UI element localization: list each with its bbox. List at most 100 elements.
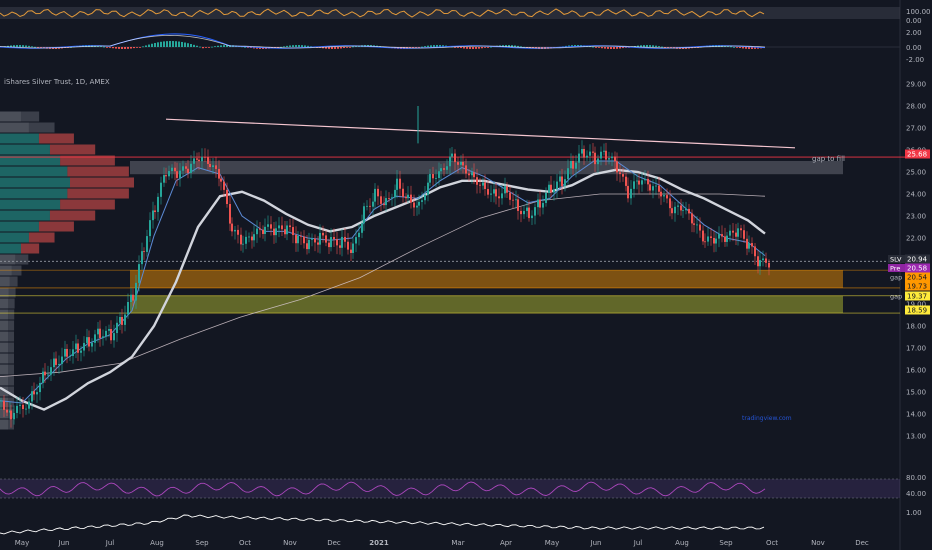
volume-profile-down bbox=[28, 122, 55, 133]
macd-bar bbox=[337, 47, 339, 49]
macd-bar bbox=[13, 45, 15, 47]
candle-body bbox=[366, 205, 368, 207]
candle-body bbox=[416, 205, 418, 208]
candle-body bbox=[220, 178, 222, 182]
volume-profile-down bbox=[70, 177, 134, 188]
volume-profile-down bbox=[28, 232, 55, 243]
bottom-indicator-tick: 1.00 bbox=[906, 509, 922, 517]
candle-body bbox=[454, 153, 456, 163]
time-tick: Aug bbox=[675, 539, 689, 547]
volume-profile-up bbox=[0, 265, 12, 276]
watermark: tradingview.com bbox=[742, 415, 792, 422]
macd-bar bbox=[25, 45, 27, 47]
candle-body bbox=[138, 264, 140, 283]
macd-bar bbox=[466, 47, 468, 49]
macd-bar bbox=[16, 45, 18, 47]
candle-body bbox=[306, 243, 308, 250]
zone-gap-to-fill bbox=[130, 161, 843, 175]
macd-bar bbox=[454, 47, 456, 48]
candle-body bbox=[421, 200, 423, 202]
candle-body bbox=[682, 210, 684, 212]
macd-tick: 0.00 bbox=[906, 44, 922, 52]
candle-body bbox=[495, 189, 497, 197]
time-tick: Nov bbox=[283, 539, 297, 547]
macd-bar bbox=[616, 47, 618, 49]
candle-body bbox=[748, 243, 750, 249]
candle-body bbox=[284, 229, 286, 235]
time-tick: Jun bbox=[58, 539, 70, 547]
macd-bar bbox=[730, 46, 732, 48]
candle-body bbox=[105, 330, 107, 337]
candle-body bbox=[487, 189, 489, 195]
candle-body bbox=[743, 230, 745, 239]
candle-body bbox=[501, 193, 503, 199]
candle-body bbox=[556, 181, 558, 190]
candle-body bbox=[413, 202, 415, 208]
candle-body bbox=[405, 196, 407, 199]
macd-bar bbox=[193, 44, 195, 47]
candle-body bbox=[655, 185, 657, 187]
bottom-indicator-line bbox=[0, 514, 765, 535]
volume-profile-down bbox=[8, 287, 16, 298]
macd-bar bbox=[739, 47, 741, 49]
candle-body bbox=[215, 165, 217, 169]
price-tick: 19.00 bbox=[906, 301, 926, 309]
candle-body bbox=[707, 236, 709, 242]
volume-profile-down bbox=[20, 111, 40, 122]
macd-bar bbox=[283, 46, 285, 48]
annotation-gap-to-fill: gap to fill bbox=[812, 155, 845, 163]
candle-body bbox=[663, 195, 665, 197]
time-tick: Apr bbox=[500, 539, 512, 547]
candle-body bbox=[256, 228, 258, 235]
macd-bar bbox=[457, 47, 459, 48]
macd-bar bbox=[424, 46, 426, 47]
candle-body bbox=[218, 168, 220, 179]
macd-bar bbox=[307, 45, 309, 47]
macd-bar bbox=[613, 47, 615, 49]
candle-body bbox=[286, 225, 288, 235]
zone-gap-upper bbox=[130, 270, 843, 288]
macd-bar bbox=[304, 45, 306, 47]
candle-body bbox=[567, 168, 569, 180]
time-tick: Jul bbox=[105, 539, 115, 547]
candle-body bbox=[165, 175, 167, 177]
time-tick: 2021 bbox=[369, 539, 389, 547]
candle-body bbox=[152, 210, 154, 221]
candle-body bbox=[231, 223, 233, 232]
candle-body bbox=[517, 199, 519, 211]
price-tag-label: gap bbox=[890, 293, 902, 301]
macd-tick: -2.00 bbox=[906, 56, 924, 64]
candle-body bbox=[212, 165, 214, 168]
macd-bar bbox=[478, 47, 480, 49]
price-tag-label: Pre bbox=[890, 265, 900, 273]
time-tick: May bbox=[15, 539, 29, 547]
macd-bar bbox=[322, 47, 324, 49]
candle-body bbox=[625, 176, 627, 186]
macd-bar bbox=[343, 47, 345, 49]
candle-body bbox=[721, 234, 723, 237]
macd-bar bbox=[100, 46, 102, 47]
volume-profile-down bbox=[11, 265, 22, 276]
macd-bar bbox=[133, 47, 135, 49]
candle-body bbox=[264, 226, 266, 234]
candle-body bbox=[506, 186, 508, 193]
candle-body bbox=[520, 210, 522, 215]
price-tag-label-bg bbox=[888, 264, 905, 272]
macd-bar bbox=[295, 45, 297, 47]
macd-bar bbox=[205, 47, 207, 48]
candle-body bbox=[300, 235, 302, 237]
price-tag-bg bbox=[905, 263, 930, 273]
macd-bar bbox=[130, 47, 132, 49]
candle-body bbox=[347, 241, 349, 250]
candle-body bbox=[754, 246, 756, 257]
macd-bar bbox=[667, 47, 669, 48]
candle-body bbox=[248, 236, 250, 238]
candle-body bbox=[363, 206, 365, 224]
macd-bar bbox=[10, 45, 12, 47]
candle-body bbox=[666, 195, 668, 199]
macd-bar bbox=[520, 46, 522, 48]
candle-body bbox=[355, 237, 357, 244]
macd-bar bbox=[298, 45, 300, 47]
candle-body bbox=[391, 197, 393, 199]
